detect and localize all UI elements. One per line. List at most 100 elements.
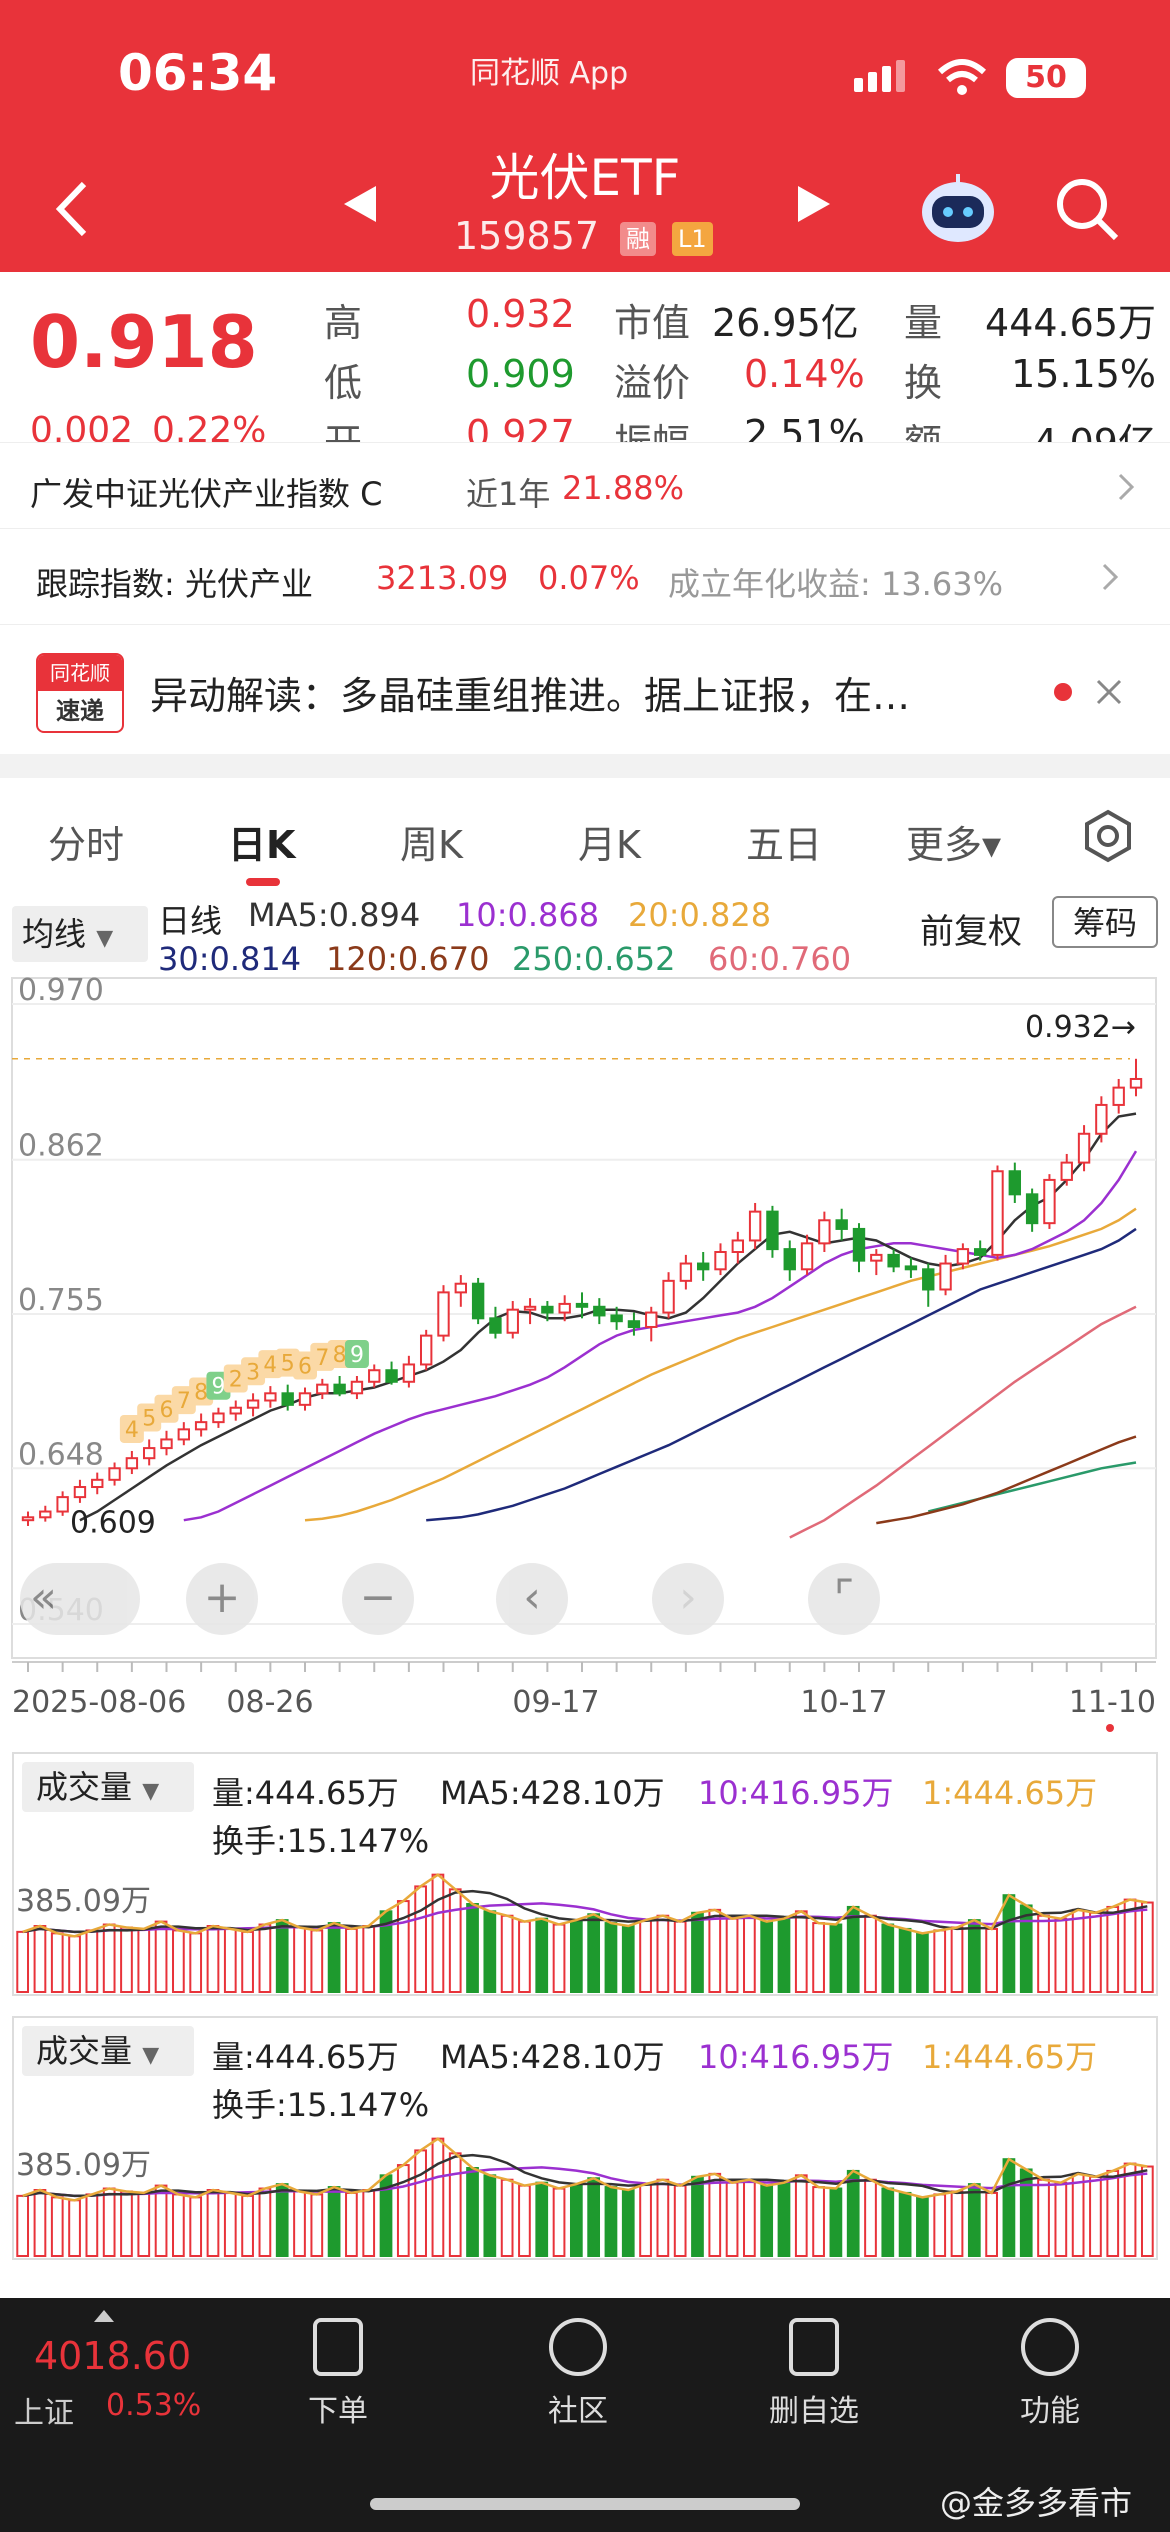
volume-bar [293, 2190, 306, 2257]
volume-bar [1106, 2169, 1120, 2257]
chevron-right-icon [1102, 563, 1119, 591]
td-count-label: 7 [177, 1389, 191, 1414]
volume-bar [327, 2186, 341, 2257]
volume-bar [725, 1917, 739, 1993]
volume-bar [241, 2194, 254, 2258]
volume-bar [16, 2194, 30, 2258]
sh-index-change: 0.53% [106, 2388, 202, 2423]
volume-bar [846, 2169, 860, 2257]
volume-bar [760, 2184, 774, 2257]
tab-more[interactable]: 更多▾ [906, 823, 1002, 867]
volume-bar [189, 1932, 203, 1994]
volume-bar [587, 1913, 601, 1993]
sh-index-name: 上证 [14, 2396, 74, 2431]
settings-icon[interactable] [1080, 808, 1136, 864]
volume-bar [362, 2189, 376, 2257]
robot-assistant-icon[interactable] [916, 170, 1000, 246]
tab-five-day[interactable]: 五日 [746, 823, 823, 867]
plot-frame [11, 977, 1157, 1659]
volume-bar [673, 1920, 687, 1993]
candle-body [39, 1510, 52, 1519]
close-icon[interactable] [1094, 677, 1124, 707]
td-count-label: 5 [281, 1352, 295, 1377]
volume-bar [535, 1917, 549, 1993]
related-fund-return: 21.88% [562, 469, 685, 507]
bottom-nav: 4018.60 上证 0.53% 下单 社区 删自选 功能 @金多多看市 [0, 2298, 1170, 2532]
volume-bar [1106, 1905, 1120, 1993]
volume-bar [656, 2178, 670, 2257]
volume-chart-2[interactable] [14, 2114, 1156, 2258]
nav-community[interactable]: 社区 [508, 2318, 648, 2430]
candle-body [748, 1210, 762, 1242]
turnover-value: 15.15% [1011, 352, 1156, 396]
volume-bar [673, 2184, 687, 2257]
search-icon[interactable] [1054, 176, 1120, 242]
y-tick-label: 0.862 [18, 1129, 104, 1164]
candle-body [627, 1320, 641, 1328]
volume-bar [743, 1914, 756, 1993]
volume-bar [916, 2196, 929, 2258]
sh-index-value[interactable]: 4018.60 [34, 2334, 192, 2378]
x-tick-label: 08-26 [226, 1685, 313, 1720]
scroll-right-button[interactable]: › [652, 1563, 724, 1635]
kline-chart[interactable]: 0.9700.8620.7550.6480.540456789234567890… [0, 976, 1170, 1732]
prev-stock-icon[interactable] [342, 184, 378, 224]
chips-button[interactable]: 筹码 [1052, 896, 1158, 948]
fullscreen-button[interactable]: ⌜ [808, 1563, 880, 1635]
tab-daily-k[interactable]: 日K [228, 823, 296, 867]
nav-remove-watchlist[interactable]: 删自选 [744, 2318, 884, 2430]
volume-bar [327, 1922, 341, 1993]
volume-bar [206, 2189, 220, 2257]
candle-body [870, 1253, 883, 1262]
chevron-right-icon [1118, 473, 1135, 501]
news-row[interactable]: 同花顺 速递 异动解读：多晶硅重组推进。据上证报，在… [0, 624, 1170, 754]
candle-body [1008, 1170, 1022, 1196]
tab-monthly-k[interactable]: 月K [578, 823, 641, 867]
back-icon[interactable] [52, 178, 92, 240]
ma120-legend: 120:0.670 [326, 940, 490, 978]
volume-bar [362, 1925, 376, 1993]
volume-value: 444.65万 [985, 301, 1156, 345]
scroll-left-button[interactable]: ‹ [496, 1563, 568, 1635]
next-stock-icon[interactable] [796, 184, 832, 224]
volume-indicator-selector-2[interactable]: 成交量 ▼ [22, 2026, 194, 2076]
high-label: 高 [324, 301, 363, 345]
adjust-label[interactable]: 前复权 [920, 912, 1022, 952]
zoom-in-button[interactable]: + [186, 1563, 258, 1635]
volume-bar [518, 1920, 531, 1993]
zoom-out-button[interactable]: − [342, 1563, 414, 1635]
volume-chart[interactable] [14, 1850, 1156, 1994]
l1-tag: L1 [672, 222, 713, 256]
nav-functions[interactable]: 功能 [980, 2318, 1120, 2430]
volume-bar [898, 1927, 912, 1993]
volume-bar [518, 2184, 531, 2257]
ma250-line [927, 1461, 1137, 1513]
volume-bar [950, 1926, 964, 1993]
tab-timeshare[interactable]: 分时 [48, 823, 125, 867]
volume-bar [448, 2152, 462, 2257]
indicator-selector[interactable]: 均线 ▼ [12, 906, 148, 962]
volume-bar [1071, 1908, 1085, 1993]
volume-bar [985, 2191, 998, 2257]
volume-bar [223, 1927, 237, 1993]
turnover-label: 换 [904, 361, 943, 405]
tab-weekly-k[interactable]: 周K [400, 823, 463, 867]
volume-bar [604, 1922, 618, 1993]
candle-body [766, 1210, 779, 1251]
candle-body [506, 1308, 519, 1334]
volume-bar [414, 1885, 427, 1993]
tracking-index-row[interactable]: 跟踪指数: 光伏产业 3213.09 0.07% 成立年化收益: 13.63% [0, 528, 1170, 624]
rewind-button[interactable]: « [20, 1563, 140, 1635]
candle-body [212, 1412, 225, 1424]
volume-bar [1002, 2158, 1016, 2258]
td-count-label: 4 [125, 1418, 139, 1443]
td-count-label: 6 [160, 1398, 174, 1423]
volume-label: 量 [904, 301, 943, 345]
related-fund-row[interactable]: 广发中证光伏产业指数 C 近1年 21.88% [0, 442, 1170, 528]
y-tick-label: 0.648 [18, 1437, 104, 1472]
volume-indicator-selector[interactable]: 成交量 ▼ [22, 1762, 194, 1812]
caret-up-icon [94, 2310, 114, 2322]
nav-order[interactable]: 下单 [268, 2318, 408, 2430]
vol-ma10-2: 10:416.95万 [698, 2038, 894, 2076]
volume-bar [1089, 2175, 1102, 2257]
